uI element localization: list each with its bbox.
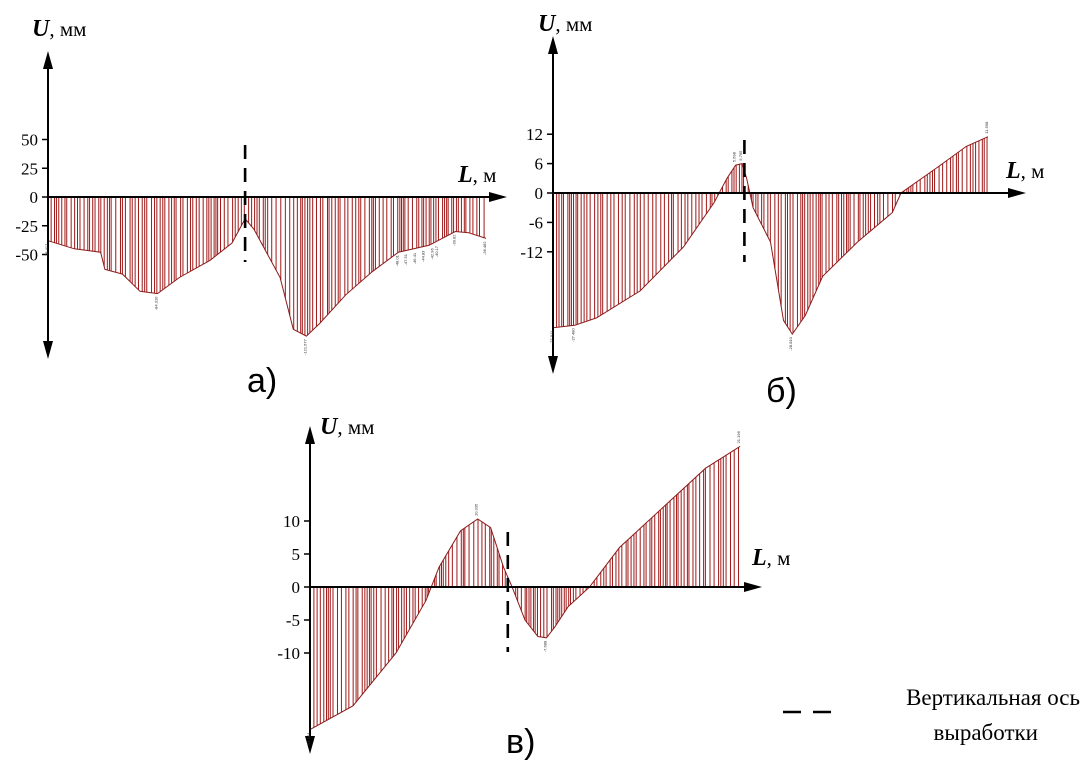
y-tick-label: 12 bbox=[526, 125, 543, 144]
legend: Вертикальная ось выработки bbox=[783, 685, 1080, 745]
y-axis-unit: , мм bbox=[49, 17, 86, 41]
data-label: 21.196 bbox=[736, 430, 741, 443]
data-label: 5.698 bbox=[732, 151, 737, 162]
y-axis-arrow-down-icon bbox=[548, 356, 558, 374]
x-axis-arrow-icon bbox=[1008, 188, 1026, 198]
chart-panel-a: 50 25 0 -25 -50 U, мм L, м -38.417 -84.310 -121.6… bbox=[15, 16, 507, 400]
y-tick-label: 50 bbox=[21, 131, 38, 150]
data-label: -121.677 bbox=[302, 338, 307, 355]
x-axis-label: L, м bbox=[1005, 158, 1044, 184]
data-label: -7.688 bbox=[543, 640, 548, 652]
data-label: -36.482 bbox=[482, 241, 487, 255]
y-axis-symbol: U bbox=[538, 11, 557, 37]
y-axis-unit: , мм bbox=[555, 12, 592, 36]
y-tick-label: -25 bbox=[15, 217, 38, 236]
x-axis-arrow-icon bbox=[744, 582, 762, 592]
displacement-curve bbox=[47, 217, 487, 337]
data-label: -48.01 bbox=[394, 254, 399, 266]
y-axis-symbol: U bbox=[320, 414, 339, 440]
y-axis-label: U, мм bbox=[320, 414, 374, 440]
y-axis-label: U, мм bbox=[538, 11, 592, 37]
panel-label: а) bbox=[247, 362, 277, 400]
data-label: 11.598 bbox=[984, 121, 989, 134]
y-axis-arrow-up-icon bbox=[43, 51, 53, 69]
hatch-fill bbox=[309, 447, 740, 730]
x-axis-symbol: L bbox=[751, 545, 767, 571]
data-label: -47.51 bbox=[403, 253, 408, 265]
y-tick-label: 10 bbox=[283, 512, 300, 531]
y-tick-label: -10 bbox=[277, 644, 300, 663]
legend-text-line1: Вертикальная ось bbox=[906, 685, 1080, 710]
data-label: -21.564 bbox=[306, 732, 311, 746]
x-axis-unit: , м bbox=[767, 546, 791, 570]
displacement-curve bbox=[309, 445, 741, 731]
displacement-curve bbox=[552, 136, 989, 335]
y-tick-label: 0 bbox=[535, 184, 544, 203]
data-label: -42.96 bbox=[429, 248, 434, 260]
x-axis-symbol: L bbox=[457, 162, 473, 188]
y-axis-arrow-down-icon bbox=[43, 341, 53, 359]
data-label: -27.911 bbox=[549, 330, 554, 344]
x-axis-label: L, м bbox=[751, 545, 790, 571]
y-axis-arrow-up-icon bbox=[548, 36, 558, 54]
hatch-fill bbox=[47, 197, 485, 336]
y-tick-label: -50 bbox=[15, 246, 38, 265]
x-axis-unit: , м bbox=[1021, 159, 1045, 183]
y-axis-symbol: U bbox=[32, 16, 51, 42]
data-label: -40.17 bbox=[434, 245, 439, 257]
data-label: 5.795 bbox=[738, 150, 743, 161]
legend-text-line2: выработки bbox=[934, 720, 1038, 745]
data-label: -27.480 bbox=[571, 328, 576, 342]
y-tick-label: -12 bbox=[520, 243, 543, 262]
y-tick-label: -5 bbox=[286, 611, 300, 630]
panel-label: б) bbox=[766, 372, 797, 410]
x-axis-symbol: L bbox=[1005, 158, 1021, 184]
y-tick-label: 0 bbox=[30, 188, 39, 207]
y-tick-label: 0 bbox=[292, 578, 301, 597]
y-axis-label: U, мм bbox=[32, 16, 86, 42]
hatch-fill bbox=[552, 137, 988, 334]
x-axis-label: L, м bbox=[457, 162, 496, 188]
y-axis-unit: , мм bbox=[337, 415, 374, 439]
y-axis-arrow-down-icon bbox=[305, 736, 315, 754]
x-axis-unit: , м bbox=[473, 163, 497, 187]
chart-panel-c: 10 5 0 -5 -10 U, мм L, м -21.564 10.335 -7.688 21.… bbox=[277, 414, 790, 761]
data-label: -38.417 bbox=[44, 243, 49, 257]
y-tick-label: -6 bbox=[529, 213, 543, 232]
data-label: -46.41 bbox=[412, 252, 417, 264]
chart-panel-b: 12 6 0 -6 -12 U, мм L, м -27.911 -27.480 5.698 5.7… bbox=[520, 11, 1044, 410]
y-tick-label: 5 bbox=[292, 545, 301, 564]
y-tick-label: 25 bbox=[21, 159, 38, 178]
data-label: -28.810 bbox=[788, 336, 793, 350]
panel-label: в) bbox=[506, 723, 535, 761]
data-label: -44.83 bbox=[421, 250, 426, 262]
data-label: -84.310 bbox=[154, 296, 159, 310]
y-axis-arrow-up-icon bbox=[305, 426, 315, 444]
x-axis-arrow-icon bbox=[489, 192, 507, 202]
y-tick-label: 6 bbox=[535, 155, 544, 174]
data-label: 10.335 bbox=[474, 503, 479, 516]
data-label: -30.82 bbox=[451, 234, 456, 246]
